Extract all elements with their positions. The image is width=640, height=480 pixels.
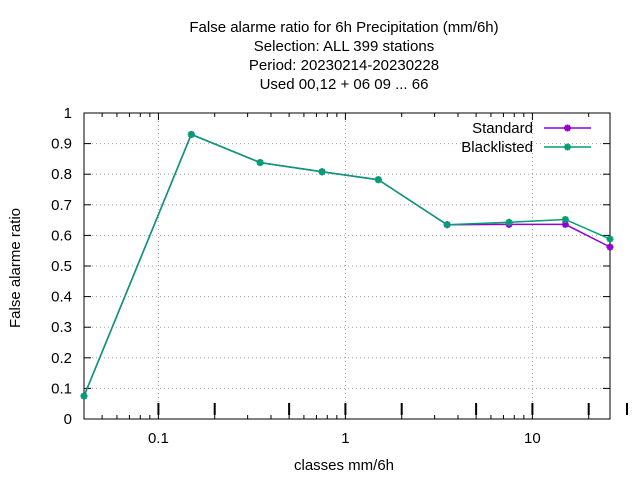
data-point-blacklisted (505, 219, 513, 226)
data-point-standard (562, 221, 569, 228)
chart-title-line: Selection: ALL 399 stations (254, 38, 434, 55)
y-tick-label: 0 (64, 411, 72, 428)
y-tick-label: 1 (64, 105, 72, 122)
y-tick-label: 0.8 (51, 166, 72, 183)
y-tick-label: 0.6 (51, 227, 72, 244)
data-point-blacklisted (256, 159, 264, 166)
x-tick-label: 0.1 (148, 430, 169, 447)
data-point-blacklisted (606, 235, 614, 243)
data-point-blacklisted (562, 216, 569, 223)
data-point-blacklisted (80, 392, 88, 400)
y-tick-label: 0.9 (51, 136, 72, 153)
y-tick-label: 0.1 (51, 380, 72, 397)
y-axis: 0 0.1 0.2 0.3 0.4 0.5 0.6 0.7 0.8 0.9 1 (51, 105, 610, 428)
x-axis-label: classes mm/6h (294, 457, 394, 474)
data-point-blacklisted (375, 176, 382, 183)
legend-label: Blacklisted (461, 139, 533, 156)
x-axis: 0.1 1 10 (101, 113, 628, 447)
legend: Standard Blacklisted (461, 120, 591, 156)
y-tick-label: 0.7 (51, 197, 72, 214)
series-line-standard (83, 133, 611, 397)
y-tick-label: 0.5 (51, 258, 72, 275)
grid (84, 113, 610, 419)
chart-title-line: Used 00,12 + 06 09 ... 66 (260, 76, 429, 93)
series-line-blacklisted (83, 133, 611, 397)
series-blacklisted (80, 130, 614, 400)
y-tick-label: 0.3 (51, 319, 72, 336)
data-point-blacklisted (443, 221, 451, 228)
y-axis-label: False alarme ratio (7, 208, 24, 328)
y-tick-label: 0.4 (51, 289, 72, 306)
y-tick-label: 0.2 (51, 350, 72, 367)
x-tick-label: 10 (524, 430, 541, 447)
data-point-blacklisted (318, 168, 326, 175)
series (80, 130, 614, 400)
x-tick-label: 1 (341, 430, 349, 447)
series-standard (80, 130, 614, 400)
data-point-standard (606, 243, 614, 251)
legend-marker (564, 143, 571, 151)
legend-marker (564, 124, 571, 132)
legend-label: Standard (472, 120, 533, 137)
data-point-blacklisted (188, 131, 195, 138)
chart-title: False alarme ratio for 6h Precipitation … (189, 19, 498, 93)
chart-title-line: Period: 20230214-20230228 (249, 57, 439, 74)
chart-title-line: False alarme ratio for 6h Precipitation … (189, 19, 498, 36)
plot-frame (83, 112, 611, 420)
